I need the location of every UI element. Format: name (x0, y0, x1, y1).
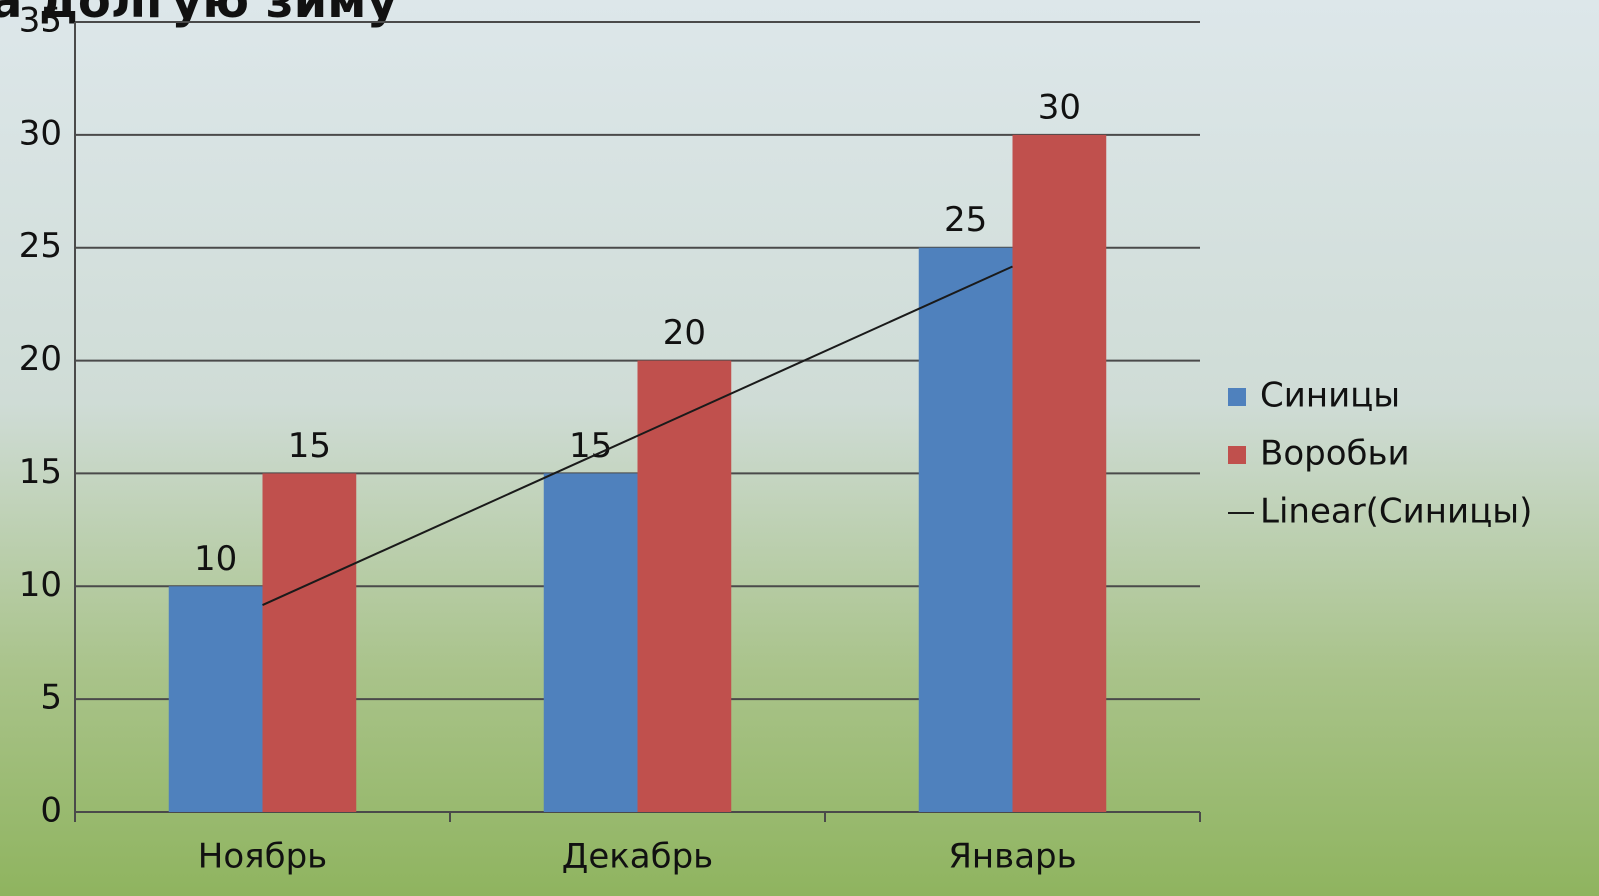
x-tick-label: Январь (948, 837, 1076, 877)
y-tick-label: 15 (19, 452, 62, 492)
x-tick-label: Ноябрь (198, 837, 327, 877)
bar (918, 247, 1013, 812)
bar (637, 360, 732, 812)
bar (262, 473, 357, 812)
y-tick-label: 25 (19, 226, 62, 266)
y-tick-label: 35 (19, 1, 62, 41)
legend-swatch (1228, 446, 1246, 464)
chart-title: а долгую зиму (0, 0, 398, 29)
legend-label: Синицы (1260, 376, 1400, 416)
bar (1012, 134, 1107, 812)
y-tick-label: 5 (40, 678, 62, 718)
x-tick-label: Декабрь (562, 837, 713, 877)
trendline (262, 265, 1013, 607)
legend-label: Linear(Синицы) (1260, 492, 1532, 532)
data-label: 30 (1038, 87, 1081, 127)
data-label: 25 (944, 200, 987, 240)
bar (168, 586, 263, 812)
y-tick-label: 30 (19, 113, 62, 153)
data-label: 20 (663, 313, 706, 353)
legend-label: Воробьи (1260, 434, 1410, 474)
bar (543, 473, 638, 812)
data-label: 15 (569, 426, 612, 466)
y-tick-label: 0 (40, 791, 62, 831)
y-tick-label: 10 (19, 565, 62, 605)
legend-swatch (1228, 388, 1246, 406)
data-label: 15 (288, 426, 331, 466)
y-tick-label: 20 (19, 339, 62, 379)
data-label: 10 (194, 539, 237, 579)
